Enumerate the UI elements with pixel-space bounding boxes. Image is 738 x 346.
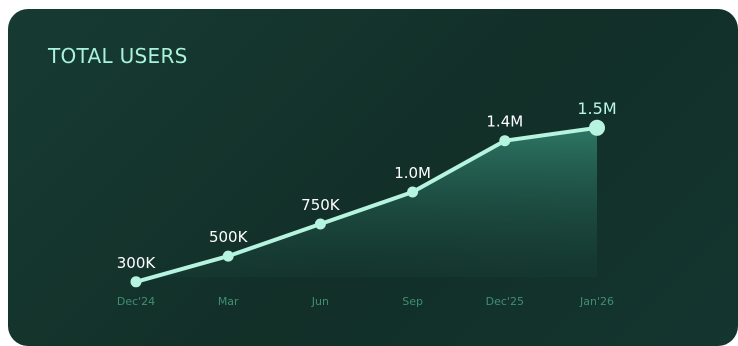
- x-tick-label: Jan'26: [579, 295, 614, 308]
- data-point[interactable]: [130, 276, 142, 288]
- data-label: 750K: [301, 196, 341, 214]
- data-point[interactable]: [222, 250, 234, 262]
- x-tick-label: Dec'24: [117, 295, 155, 308]
- data-label: 1.5M: [577, 99, 616, 118]
- data-label: 1.0M: [394, 164, 431, 182]
- data-label: 300K: [117, 254, 157, 272]
- users-area-chart: 300K 500K 750K 1.0M 1.4M 1.5M Dec'24 Mar Jun Sep…: [117, 99, 617, 308]
- data-point-highlighted[interactable]: [589, 119, 605, 136]
- users-series-line: [134, 125, 599, 284]
- x-tick-label: Dec'25: [486, 295, 524, 308]
- data-label: 500K: [209, 228, 249, 246]
- data-label: 1.4M: [486, 113, 523, 131]
- data-point[interactable]: [314, 218, 326, 230]
- x-tick-label: Jun: [311, 295, 329, 308]
- x-tick-label: Mar: [218, 295, 239, 308]
- data-point[interactable]: [499, 135, 511, 147]
- data-point[interactable]: [407, 186, 419, 198]
- x-tick-label: Sep: [402, 295, 423, 308]
- card-title: TOTAL USERS: [48, 44, 188, 68]
- total-users-card: TOTAL USERS 300K 500K 750K 1.0M 1.4M 1.5M Dec…: [8, 9, 738, 346]
- users-area-fill: [136, 127, 597, 282]
